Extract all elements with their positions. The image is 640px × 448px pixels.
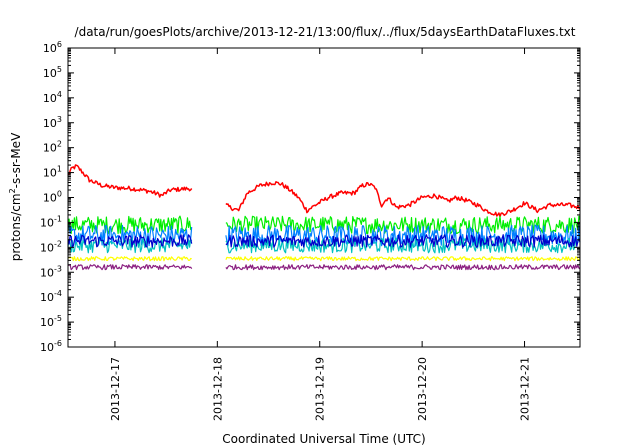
y-tick-label-base: 10 — [43, 42, 57, 55]
y-tick-label-exp: -6 — [54, 339, 62, 348]
series-line-5 — [67, 234, 193, 248]
y-tick-label: 104 — [43, 90, 62, 105]
chart-title: /data/run/goesPlots/archive/2013-12-21/1… — [75, 25, 576, 39]
y-tick-label-base: 10 — [43, 192, 57, 205]
y-tick-label: 10-1 — [40, 214, 62, 229]
x-tick-label: 2013-12-19 — [314, 357, 327, 421]
y-tick-label: 10-5 — [40, 314, 62, 329]
y-tick-label-exp: 3 — [57, 115, 62, 124]
y-tick-label: 106 — [43, 40, 62, 55]
y-tick-label: 10-6 — [40, 339, 62, 354]
y-tick-label-base: 10 — [40, 216, 54, 229]
y-axis-label-sup: 2 — [8, 188, 17, 193]
series-layer — [67, 164, 581, 271]
y-tick-label-base: 10 — [40, 341, 54, 354]
y-tick-label: 10-2 — [40, 239, 62, 254]
plot-frame — [67, 47, 581, 348]
y-axis-label-base: protons/cm — [9, 193, 23, 261]
x-tick-label: 2013-12-21 — [519, 357, 532, 421]
y-tick-label-exp: -1 — [54, 214, 62, 223]
y-tick-label-base: 10 — [40, 266, 54, 279]
y-tick-label-base: 10 — [40, 241, 54, 254]
y-tick-label-exp: 2 — [57, 140, 62, 149]
series-line-7 — [67, 264, 193, 271]
y-axis-label-rest: -s-sr-MeV — [9, 132, 23, 188]
x-axis: 2013-12-17 2013-12-18 2013-12-19 2013-12-20… — [109, 48, 532, 421]
series-line-3 — [225, 224, 581, 247]
series-line-2 — [67, 215, 193, 235]
y-axis: 10-610-510-410-310-210-11001011021031041… — [40, 40, 580, 354]
y-tick-label-base: 10 — [43, 117, 57, 130]
y-tick-label: 103 — [43, 115, 62, 130]
y-tick-label: 10-4 — [40, 289, 62, 304]
y-tick-label-exp: -5 — [54, 314, 62, 323]
y-tick-label-exp: 1 — [57, 165, 62, 174]
y-tick-label: 10-3 — [40, 264, 62, 279]
y-tick-label: 105 — [43, 65, 62, 80]
y-tick-label-exp: -4 — [54, 289, 62, 298]
y-tick-label-exp: -3 — [54, 264, 62, 273]
series-line-6 — [68, 256, 192, 262]
y-tick-label-exp: 4 — [57, 90, 62, 99]
series-line-3 — [67, 224, 193, 247]
x-tick-label: 2013-12-18 — [211, 357, 224, 421]
y-tick-label-base: 10 — [40, 316, 54, 329]
x-tick-label: 2013-12-17 — [109, 357, 122, 421]
series-line-6 — [225, 256, 581, 262]
series-line-7 — [225, 264, 581, 271]
y-tick-label-exp: 6 — [57, 40, 62, 49]
y-tick-label-base: 10 — [43, 67, 57, 80]
y-tick-label-exp: -2 — [54, 239, 62, 248]
series-line-1 — [67, 164, 193, 198]
y-tick-label-base: 10 — [43, 142, 57, 155]
x-tick-label: 2013-12-20 — [416, 357, 429, 421]
y-tick-label: 100 — [43, 190, 62, 205]
y-tick-label-base: 10 — [43, 167, 57, 180]
series-line-1 — [225, 181, 581, 218]
y-tick-label: 102 — [43, 140, 62, 155]
y-tick-label: 101 — [43, 165, 62, 180]
y-tick-label-base: 10 — [43, 92, 57, 105]
x-axis-label: Coordinated Universal Time (UTC) — [222, 432, 425, 446]
y-axis-label: protons/cm2-s-sr-MeV — [8, 132, 23, 261]
y-tick-label-exp: 5 — [57, 65, 62, 74]
y-tick-label-exp: 0 — [57, 190, 62, 199]
series-line-5 — [225, 234, 581, 248]
y-tick-label-base: 10 — [40, 291, 54, 304]
